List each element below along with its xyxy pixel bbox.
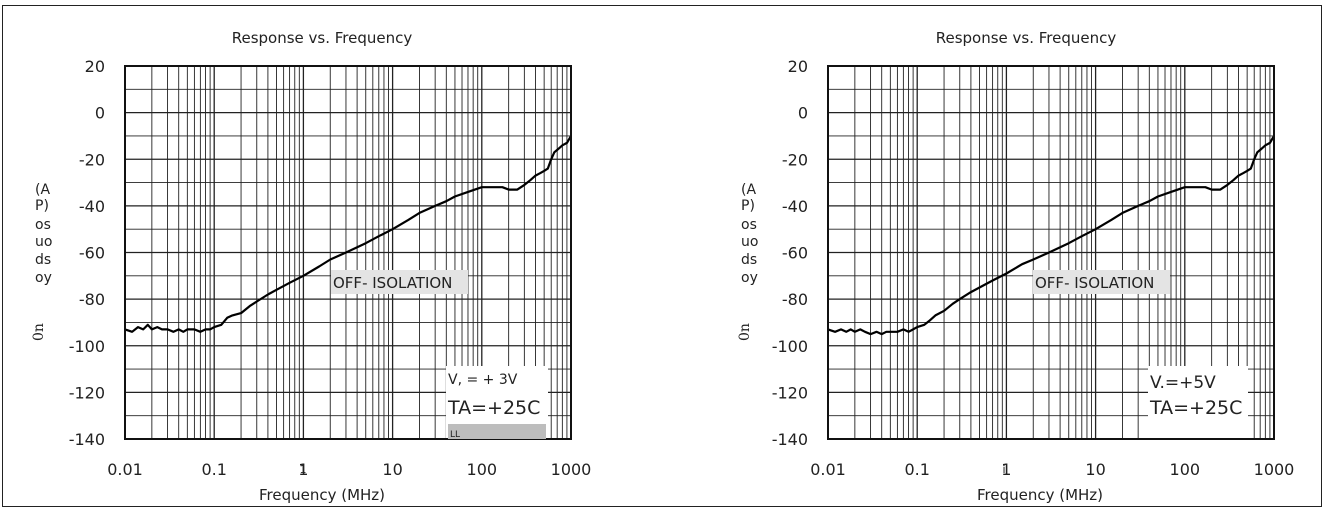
y-tick-label: -80 (782, 290, 808, 309)
isolation-label: OFF- ISOLATION (333, 274, 452, 292)
chart-title: Response vs. Frequency (936, 29, 1117, 47)
series-path (827, 135, 1275, 336)
x-tick-label: 100 (467, 460, 498, 479)
y-tick-label: -100 (772, 337, 808, 356)
y-tick-label: 0 (798, 104, 808, 123)
y-tick-label: -20 (782, 150, 808, 169)
y-axis-label-part: 0n (31, 323, 47, 341)
x-tick-label: 1 (298, 460, 308, 479)
y-tick-label: 20 (788, 57, 808, 76)
y-tick-label: -120 (69, 383, 105, 402)
y-axis-label-part: ds (35, 252, 51, 268)
chart-title: Response vs. Frequency (232, 29, 413, 47)
y-tick-label: -20 (79, 150, 105, 169)
y-axis-label-part: ds (741, 252, 757, 268)
plot-border (827, 65, 1275, 440)
x-tick-label: 0.1 (201, 460, 226, 479)
x-tick-label: 1000 (551, 460, 592, 479)
axis-glyph: 1 (300, 463, 307, 476)
chart-right: Response vs. Frequency 20 0 -20 -40 -60 -80 -1… (737, 29, 1294, 504)
y-axis-label-part: oy (35, 270, 52, 286)
x-tick-labels: 0.01 0.1 1 10 100 1000 (810, 460, 1294, 479)
chart-left: Response vs. Frequency 20 0 -20 -40 -60 -80 -1… (31, 29, 591, 504)
supply-label: V, = + 3V (448, 372, 518, 388)
figure-frame (2, 5, 1322, 507)
y-tick-label: -60 (79, 244, 105, 263)
y-tick-label: -140 (69, 430, 105, 449)
y-tick-label: -60 (782, 244, 808, 263)
series-line (124, 135, 572, 333)
y-axis-label-part: P) (741, 198, 755, 214)
temperature-label: TA=+25C (447, 397, 540, 419)
isolation-label-bg (331, 270, 468, 294)
x-tick-label: 0.01 (810, 460, 846, 479)
x-tick-label: 10 (1085, 460, 1105, 479)
y-tick-labels: 20 0 -20 -40 -60 -80 -100 -120 -140 (69, 57, 105, 449)
supply-label: V.=+5V (1150, 373, 1216, 393)
series-line (827, 135, 1275, 336)
y-tick-label: -140 (772, 430, 808, 449)
marker-bar (448, 424, 546, 439)
x-tick-label: 10 (382, 460, 402, 479)
x-tick-label: 1 (1001, 460, 1011, 479)
series-path (124, 135, 572, 333)
x-axis-label: Frequency (MHz) (259, 486, 385, 504)
isolation-label-bg (1033, 270, 1170, 294)
isolation-label: OFF- ISOLATION (1035, 274, 1154, 292)
x-axis-label: Frequency (MHz) (977, 486, 1103, 504)
y-axis-label-part: uo (741, 234, 758, 250)
y-axis-label-part: oy (741, 270, 758, 286)
y-tick-label: 20 (85, 57, 105, 76)
y-axis-label-part: uo (35, 234, 52, 250)
conditions-box (1148, 366, 1248, 438)
temperature-label: TA=+25C (1149, 397, 1242, 419)
y-tick-label: -40 (79, 197, 105, 216)
x-tick-label: 0.01 (107, 460, 143, 479)
x-tick-label: 1000 (1254, 460, 1295, 479)
y-axis-label-part: P) (35, 198, 49, 214)
y-axis-label-part: 0n (737, 323, 753, 341)
y-axis-label-part: os (35, 217, 51, 233)
y-axis-label-part: (A (35, 182, 50, 198)
y-axis-label-part: os (741, 217, 757, 233)
y-tick-label: -100 (69, 337, 105, 356)
y-axis-label-part: (A (741, 182, 756, 198)
marker-label: LL (450, 430, 460, 440)
y-tick-label: -80 (79, 290, 105, 309)
x-tick-label: 100 (1170, 460, 1201, 479)
y-tick-labels: 20 0 -20 -40 -60 -80 -100 -120 -140 (772, 57, 808, 449)
plot-border (124, 65, 572, 440)
axis-glyph: i (1002, 463, 1005, 476)
y-tick-label: -40 (782, 197, 808, 216)
x-tick-labels: 0.01 0.1 1 10 100 1000 (107, 460, 591, 479)
y-tick-label: -120 (772, 383, 808, 402)
y-tick-label: 0 (95, 104, 105, 123)
x-tick-label: 0.1 (904, 460, 929, 479)
